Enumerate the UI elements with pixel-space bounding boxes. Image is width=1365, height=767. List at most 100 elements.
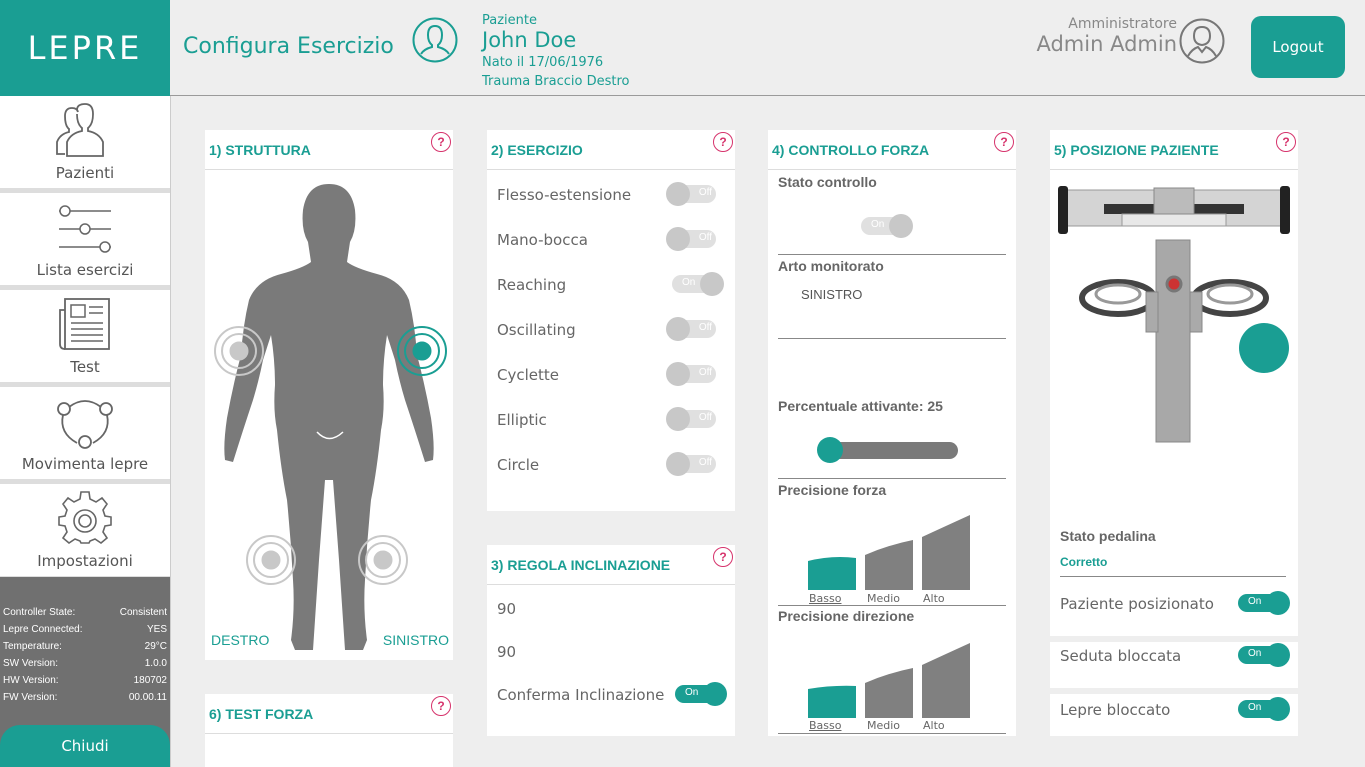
force-precision-label: Precisione forza bbox=[778, 482, 887, 498]
sensor-right-arm bbox=[214, 326, 264, 376]
right-side-label: DESTRO bbox=[211, 632, 270, 648]
sidebar-item-movimenta-lepre[interactable]: Movimenta lepre bbox=[0, 387, 170, 479]
position-indicator bbox=[1239, 323, 1289, 373]
control-state-toggle[interactable]: On bbox=[861, 214, 913, 238]
help-icon[interactable]: ? bbox=[431, 696, 451, 716]
level-label: Basso bbox=[809, 592, 842, 605]
force-precision-selector bbox=[808, 515, 970, 590]
status-row: FW Version: 00.00.11 bbox=[3, 692, 167, 703]
exercise-label: Mano-bocca bbox=[497, 231, 588, 249]
header: LEPRE Configura Esercizio Paziente John … bbox=[0, 0, 1365, 96]
direction-precision-selector bbox=[808, 643, 970, 718]
test-forza-panel: 6) TEST FORZA ? bbox=[205, 694, 453, 767]
help-icon[interactable]: ? bbox=[1276, 132, 1296, 152]
exercise-label: Elliptic bbox=[497, 411, 547, 429]
activation-slider-track[interactable] bbox=[820, 442, 958, 459]
position-check-label: Seduta bloccata bbox=[1060, 647, 1182, 665]
divider bbox=[778, 478, 1006, 479]
confirm-inclination-toggle[interactable]: On bbox=[675, 682, 727, 706]
level-medio[interactable] bbox=[865, 540, 913, 590]
status-row: HW Version: 180702 bbox=[3, 675, 167, 686]
sidebar-item-label: Lista esercizi bbox=[36, 261, 134, 279]
level-label: Alto bbox=[923, 592, 945, 605]
panel-title: 4) CONTROLLO FORZA ? bbox=[768, 130, 1016, 170]
sidebar-item-label: Pazienti bbox=[55, 164, 115, 182]
gear-icon bbox=[58, 491, 112, 544]
exercise-label: Circle bbox=[497, 456, 540, 474]
patient-label: Paziente bbox=[482, 13, 537, 28]
activation-slider-knob[interactable] bbox=[817, 437, 843, 463]
divider bbox=[778, 338, 1006, 339]
users-icon bbox=[56, 103, 104, 157]
position-check-toggle[interactable]: On bbox=[1238, 643, 1290, 667]
divider bbox=[778, 254, 1006, 255]
status-row: Temperature: 29°C bbox=[3, 641, 167, 652]
panel-title: 3) REGOLA INCLINAZIONE ? bbox=[487, 545, 735, 585]
help-icon[interactable]: ? bbox=[994, 132, 1014, 152]
divider bbox=[778, 733, 1006, 734]
pedal-state-label: Stato pedalina bbox=[1060, 528, 1156, 544]
patient-birth: Nato il 17/06/1976 bbox=[482, 55, 604, 70]
status-row: Lepre Connected: YES bbox=[3, 624, 167, 635]
divider bbox=[1050, 688, 1298, 694]
patient-avatar-icon bbox=[412, 17, 458, 63]
admin-avatar-icon bbox=[1179, 18, 1225, 64]
level-alto[interactable] bbox=[922, 643, 970, 718]
monitored-limb-value: SINISTRO bbox=[801, 287, 863, 302]
inclination-value: 90 bbox=[497, 643, 517, 661]
sensor-left-arm bbox=[397, 326, 447, 376]
patient-info: Paziente John Doe Nato il 17/06/1976 Tra… bbox=[482, 13, 629, 91]
exercise-toggle[interactable]: On bbox=[672, 272, 724, 296]
inclination-value: 90 bbox=[497, 600, 517, 618]
sidebar-item-test[interactable]: Test bbox=[0, 290, 170, 382]
sidebar: Pazienti Lista esercizi Test Movimenta l… bbox=[0, 96, 171, 767]
level-basso[interactable] bbox=[808, 557, 856, 590]
sidebar-item-impostazioni[interactable]: Impostazioni bbox=[0, 484, 170, 576]
exercise-label: Reaching bbox=[497, 276, 567, 294]
divider bbox=[1050, 636, 1298, 642]
panel-title: 5) POSIZIONE PAZIENTE ? bbox=[1050, 130, 1298, 170]
position-check-label: Paziente posizionato bbox=[1060, 595, 1214, 613]
level-label: Alto bbox=[923, 719, 945, 732]
panel-title: 1) STRUTTURA ? bbox=[205, 130, 453, 170]
controllo-forza-panel: 4) CONTROLLO FORZA ? Stato controllo On … bbox=[768, 130, 1016, 736]
sidebar-item-label: Test bbox=[70, 358, 100, 376]
sidebar-item-label: Movimenta lepre bbox=[21, 455, 149, 473]
exercise-toggle[interactable]: Off bbox=[666, 317, 716, 341]
monitored-limb-label: Arto monitorato bbox=[778, 258, 884, 274]
status-row: Controller State: Consistent bbox=[3, 607, 167, 618]
help-icon[interactable]: ? bbox=[431, 132, 451, 152]
position-check-label: Lepre bloccato bbox=[1060, 701, 1171, 719]
sensor-right-leg bbox=[246, 535, 296, 585]
exercise-toggle[interactable]: Off bbox=[666, 227, 716, 251]
sensor-left-leg bbox=[358, 535, 408, 585]
level-medio[interactable] bbox=[865, 668, 913, 718]
pedal-state-value: Corretto bbox=[1060, 555, 1108, 569]
admin-role: Amministratore bbox=[1068, 16, 1177, 32]
position-check-toggle[interactable]: On bbox=[1238, 697, 1290, 721]
direction-precision-label: Precisione direzione bbox=[778, 608, 915, 624]
exercise-toggle[interactable]: Off bbox=[666, 362, 716, 386]
panel-title: 6) TEST FORZA ? bbox=[205, 694, 453, 734]
posizione-paziente-panel: 5) POSIZIONE PAZIENTE ? Stato pedalina C… bbox=[1050, 130, 1298, 736]
help-icon[interactable]: ? bbox=[713, 132, 733, 152]
exercise-toggle[interactable]: Off bbox=[666, 407, 716, 431]
exercise-toggle[interactable]: Off bbox=[666, 452, 716, 476]
logout-button[interactable]: Logout bbox=[1251, 16, 1345, 78]
sidebar-item-lista-esercizi[interactable]: Lista esercizi bbox=[0, 193, 170, 285]
exercise-toggle[interactable]: Off bbox=[666, 182, 716, 206]
patient-name: John Doe bbox=[482, 28, 577, 52]
esercizio-panel: 2) ESERCIZIO ? Flesso-estensione Off Man… bbox=[487, 130, 735, 511]
level-basso[interactable] bbox=[808, 685, 856, 718]
panel-title: 2) ESERCIZIO ? bbox=[487, 130, 735, 170]
sidebar-item-pazienti[interactable]: Pazienti bbox=[0, 96, 170, 188]
body-silhouette bbox=[214, 184, 447, 650]
help-icon[interactable]: ? bbox=[713, 547, 733, 567]
level-alto[interactable] bbox=[922, 515, 970, 590]
struttura-panel: 1) STRUTTURA ? DESTRO SINISTRO bbox=[205, 130, 453, 660]
network-icon bbox=[57, 400, 113, 449]
position-check-toggle[interactable]: On bbox=[1238, 591, 1290, 615]
close-button[interactable]: Chiudi bbox=[0, 725, 170, 767]
activation-percent-label: Percentuale attivante: 25 bbox=[778, 398, 943, 414]
level-label: Medio bbox=[867, 719, 901, 732]
